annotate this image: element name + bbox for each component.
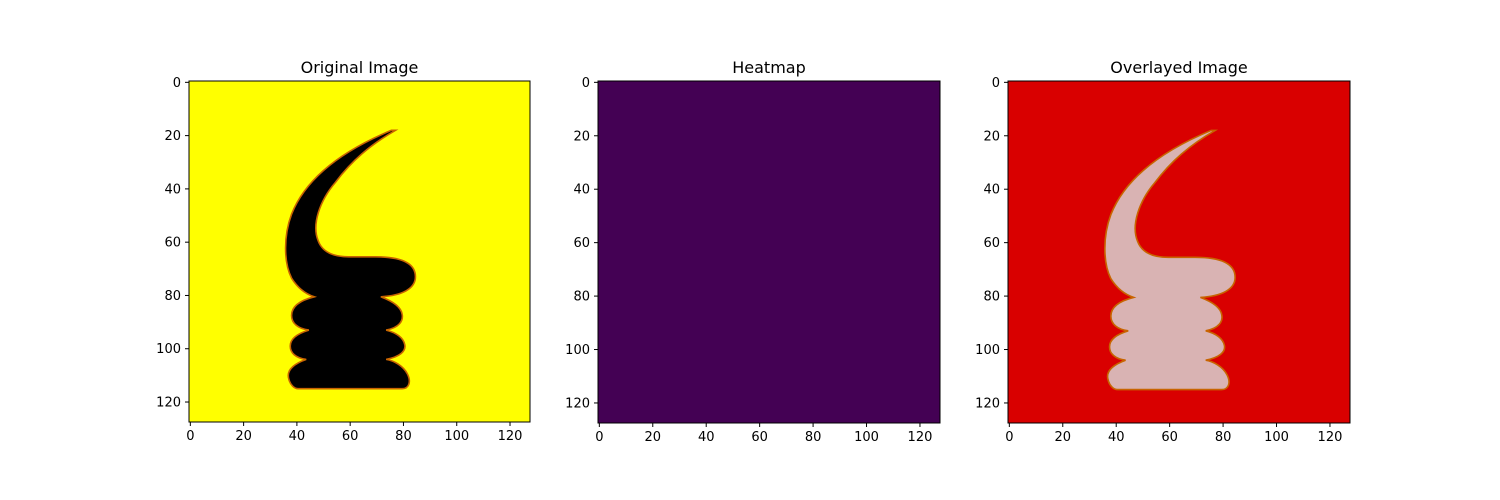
original-image-x-tick-label: 100 <box>444 429 469 444</box>
overlayed-image-x-tick-label: 120 <box>1318 430 1343 445</box>
original-image-x-tick-label: 0 <box>186 429 194 444</box>
overlayed-image-y-tick-label: 60 <box>983 236 1000 251</box>
overlayed-image-y-tick-label: 80 <box>983 290 1000 305</box>
heatmap-x-tick-label: 20 <box>645 430 662 445</box>
original-image-x-tick-label: 120 <box>498 429 523 444</box>
heatmap-x-tick-label: 100 <box>854 430 879 445</box>
heatmap-y-tick-label: 60 <box>573 236 590 251</box>
overlayed-image-x-tick-label: 100 <box>1264 430 1289 445</box>
heatmap-x-tick-label: 120 <box>908 430 933 445</box>
heatmap-x-tick-label: 40 <box>698 430 715 445</box>
original-image-y-tick-label: 20 <box>164 129 181 144</box>
original-image-y-tick-label: 0 <box>173 76 181 91</box>
heatmap-axes-frame <box>597 80 941 424</box>
original-image-x-tick-label: 20 <box>235 429 252 444</box>
original-image-axes-frame <box>188 80 531 423</box>
overlayed-image-y-tick-label: 100 <box>975 343 1000 358</box>
overlayed-image-x-tick-label: 60 <box>1161 430 1178 445</box>
heatmap-x-tick-label: 0 <box>595 430 603 445</box>
heatmap-image <box>598 81 940 423</box>
heatmap-y-tick-label: 100 <box>565 343 590 358</box>
heatmap-y-tick-label: 40 <box>573 183 590 198</box>
overlayed-image-x-tick-label: 0 <box>1005 430 1013 445</box>
overlayed-image-y-tick-label: 0 <box>992 76 1000 91</box>
heatmap-y-tick-label: 20 <box>573 129 590 144</box>
original-image-y-tick-label: 60 <box>164 236 181 251</box>
overlayed-image-y-tick-label: 120 <box>975 396 1000 411</box>
original-image-x-tick-label: 80 <box>395 429 412 444</box>
original-image-panel: Original Image 0 20 40 60 80 100 120 0 20 40 60 80 10… <box>156 58 531 444</box>
overlayed-image-axes-frame <box>1007 80 1351 424</box>
heatmap-y-tick-label: 0 <box>582 76 590 91</box>
overlayed-image-x-tick-label: 80 <box>1215 430 1232 445</box>
overlayed-image-y-tick-label: 20 <box>983 129 1000 144</box>
heatmap-y-tick-label: 80 <box>573 290 590 305</box>
overlayed-image-panel: Overlayed Image 0 20 40 60 80 100 120 0 20 40 60 80 1… <box>975 58 1351 445</box>
heatmap-x-tick-label: 80 <box>805 430 822 445</box>
heatmap-x-tick-label: 60 <box>751 430 768 445</box>
overlayed-image-title: Overlayed Image <box>1110 58 1247 77</box>
heatmap-title: Heatmap <box>732 58 806 77</box>
overlayed-image-y-tick-label: 40 <box>983 183 1000 198</box>
heatmap-y-tick-label: 120 <box>565 396 590 411</box>
original-image-y-tick-label: 120 <box>156 396 181 411</box>
overlayed-image-x-tick-label: 40 <box>1108 430 1125 445</box>
original-image-y-tick-label: 40 <box>164 182 181 197</box>
heatmap-panel: Heatmap 0 20 40 60 80 100 120 0 20 40 60 80 100 120 <box>565 58 941 445</box>
original-image-x-tick-label: 60 <box>342 429 359 444</box>
overlayed-image-x-tick-label: 20 <box>1055 430 1072 445</box>
original-image-y-tick-label: 100 <box>156 342 181 357</box>
original-image-x-tick-label: 40 <box>289 429 306 444</box>
original-image-y-tick-label: 80 <box>164 289 181 304</box>
original-image-title: Original Image <box>301 58 419 77</box>
